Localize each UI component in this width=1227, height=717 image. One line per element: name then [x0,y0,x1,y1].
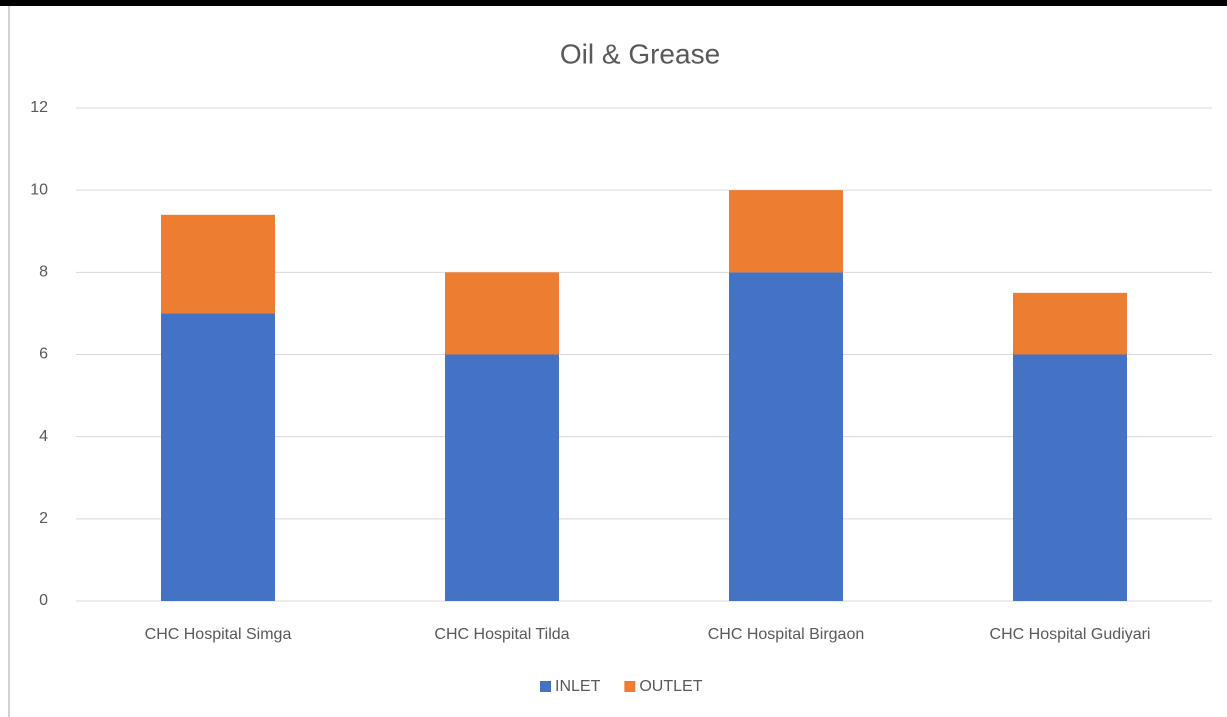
y-tick-label: 8 [39,264,48,281]
bar [161,313,275,601]
legend-label: INLET [555,678,601,695]
chart-title: Oil & Grease [560,38,720,69]
y-tick-label: 12 [30,99,48,116]
x-tick-label: CHC Hospital Gudiyari [990,626,1151,643]
legend-swatch [624,681,636,692]
y-tick-label: 6 [39,346,48,363]
legend-label: OUTLET [639,678,702,695]
y-tick-label: 4 [39,428,48,445]
x-tick-label: CHC Hospital Tilda [434,626,569,643]
x-tick-label: CHC Hospital Simga [145,626,292,643]
bar [445,354,559,601]
bar [729,272,843,601]
bar [161,214,275,314]
bar [445,272,559,355]
y-tick-label: 2 [39,510,48,527]
bar [1013,292,1127,355]
y-tick-label: 0 [39,592,48,609]
legend-swatch [540,681,551,692]
bar [1013,354,1127,601]
y-tick-label: 10 [30,181,48,198]
bar [729,190,843,273]
left-border [8,6,10,717]
x-tick-label: CHC Hospital Birgaon [708,626,865,643]
top-border [0,0,1227,6]
